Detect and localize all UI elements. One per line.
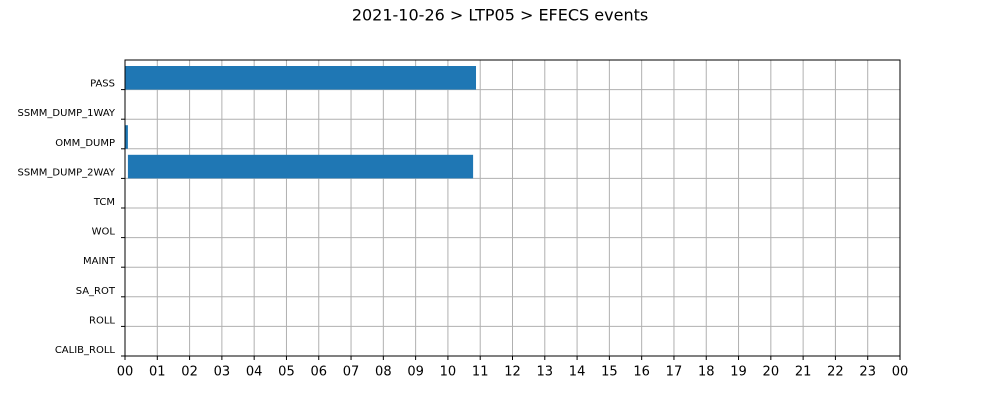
- x-tick-label: 23: [859, 365, 876, 380]
- x-tick-label: 08: [375, 365, 392, 380]
- plot-frame: [124, 59, 901, 357]
- y-tick-label: OMM_DUMP: [55, 138, 115, 149]
- bar: [127, 154, 474, 179]
- x-tick-label: 15: [601, 365, 618, 380]
- x-tick-label: 21: [795, 365, 812, 380]
- y-tick-label: PASS: [90, 79, 115, 90]
- x-tick-label: 22: [827, 365, 844, 380]
- x-tick-label: 02: [181, 365, 198, 380]
- y-tick-label: WOL: [92, 227, 116, 238]
- x-tick-label: 14: [569, 365, 586, 380]
- x-tick-label: 19: [730, 365, 747, 380]
- x-tick-label: 07: [343, 365, 360, 380]
- x-tick-label: 16: [633, 365, 650, 380]
- y-tick-label: ROLL: [89, 315, 115, 326]
- x-tick-label: 17: [666, 365, 683, 380]
- y-tick-label: SSMM_DUMP_1WAY: [17, 108, 115, 119]
- y-tick-label: SSMM_DUMP_2WAY: [17, 167, 115, 178]
- x-tick-label: 04: [246, 365, 263, 380]
- x-tick-label: 00: [892, 365, 909, 380]
- bar: [125, 66, 477, 90]
- chart-title: 2021-10-26 > LTP05 > EFECS events: [352, 6, 648, 25]
- bar: [125, 125, 128, 149]
- x-tick-label: 20: [763, 365, 780, 380]
- x-tick-label: 11: [472, 365, 489, 380]
- y-tick-label: SA_ROT: [76, 286, 116, 297]
- x-tick-label: 05: [278, 365, 295, 380]
- y-tick-label: MAINT: [83, 256, 116, 267]
- x-tick-label: 18: [698, 365, 715, 380]
- x-tick-label: 10: [440, 365, 457, 380]
- x-tick-label: 01: [149, 365, 166, 380]
- x-tick-label: 06: [310, 365, 327, 380]
- x-tick-label: 12: [504, 365, 521, 380]
- y-tick-label: TCM: [93, 197, 115, 208]
- x-tick-label: 00: [117, 365, 134, 380]
- y-tick-label: CALIB_ROLL: [55, 345, 116, 356]
- x-tick-label: 03: [214, 365, 231, 380]
- x-tick-label: 13: [537, 365, 554, 380]
- x-tick-label: 09: [407, 365, 424, 380]
